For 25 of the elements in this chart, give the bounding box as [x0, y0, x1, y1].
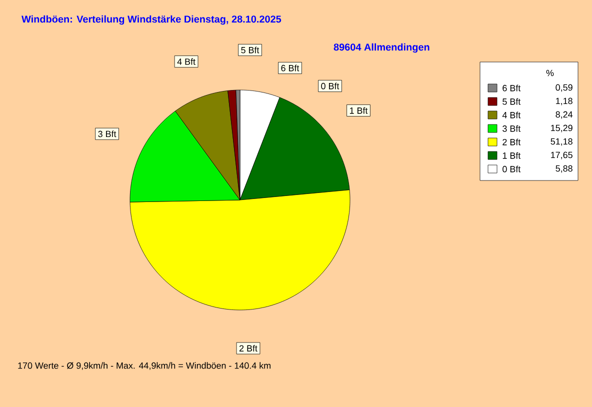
category-label: 6 Bft	[281, 64, 300, 72]
chart-title: Windböen: Verteilung Windstärke Dienstag, 28.10.2025	[22, 15, 282, 25]
data-label: 8,24	[556, 111, 573, 119]
legend-label: 2 Bft	[502, 138, 521, 146]
data-label: 1,18	[556, 98, 572, 106]
category-label: 4 Bft	[177, 58, 196, 65]
slice-label: 3 Bft	[98, 130, 116, 138]
slice-label: 1 Bft	[350, 107, 368, 114]
data-label: 15,29	[551, 124, 572, 132]
data-label: 17,65	[551, 152, 572, 160]
legend-label: 0 Bft	[502, 166, 521, 172]
legend-label: 3 Bft	[502, 125, 521, 132]
legend-label: 6 Bft	[502, 84, 521, 92]
slice-label: 2 Bft	[239, 344, 258, 352]
data-label: 0,59	[556, 84, 572, 92]
category-label: 5 Bft	[241, 46, 260, 54]
legend-title: %	[546, 70, 554, 76]
legend-label: 4 Bft	[502, 112, 521, 118]
category-label: 0 Bft	[321, 82, 340, 90]
data-label: 51,18	[550, 138, 572, 146]
text: 170 Werte - Ø 9,9km/h - Max. 44,9km/h = Windböen - 140.4 km	[18, 362, 270, 370]
data-label: 5,88	[556, 165, 572, 173]
chart-subtitle: 89604 Allmendingen	[334, 43, 430, 53]
legend-label: 1 Bft	[502, 152, 521, 159]
legend-label: 5 Bft	[502, 98, 521, 105]
